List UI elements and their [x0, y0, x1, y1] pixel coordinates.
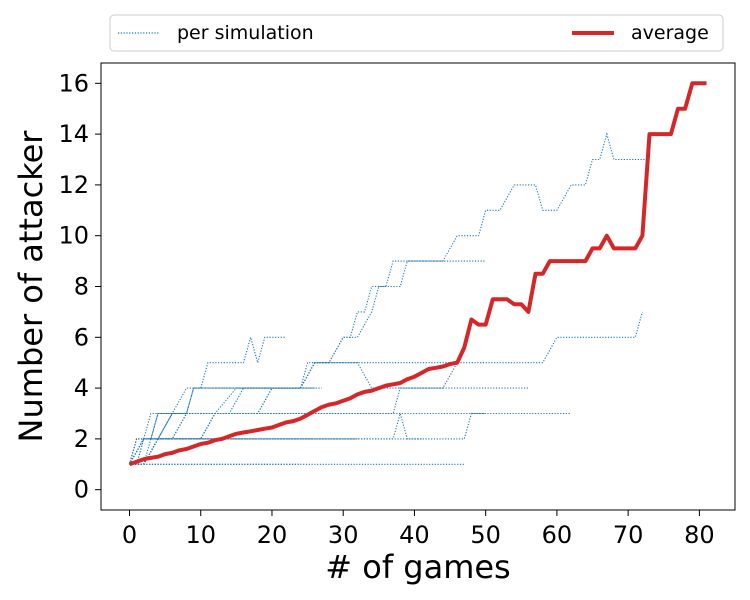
y-tick-label: 0 — [74, 476, 89, 504]
y-tick-label: 10 — [58, 222, 89, 250]
average-line-group — [128, 81, 707, 467]
x-tick-label: 60 — [542, 521, 573, 549]
x-axis-label: # of games — [325, 548, 510, 586]
per-simulation-lines — [128, 132, 650, 465]
per-simulation-line-5 — [129, 438, 315, 465]
y-tick-label: 16 — [58, 69, 89, 97]
legend-box — [109, 14, 724, 52]
per-simulation-line-18 — [129, 260, 486, 465]
x-axis-ticks: 0 10 20 30 40 50 60 70 80 — [122, 510, 715, 549]
per-simulation-line-4 — [128, 438, 358, 465]
legend-label-per-simulation: per simulation — [177, 22, 314, 44]
average-line — [128, 81, 707, 467]
y-tick-label: 8 — [74, 273, 89, 301]
per-simulation-line-13 — [129, 362, 529, 465]
y-tick-label: 14 — [58, 120, 89, 148]
y-tick-label: 6 — [74, 323, 89, 351]
y-tick-label: 12 — [58, 171, 89, 199]
x-tick-label: 40 — [399, 521, 430, 549]
x-tick-label: 70 — [613, 521, 644, 549]
x-tick-label: 30 — [328, 521, 359, 549]
y-tick-label: 4 — [74, 374, 89, 402]
per-simulation-line-10 — [129, 387, 315, 465]
x-tick-label: 0 — [122, 521, 137, 549]
y-axis-ticks: 0 2 4 6 8 10 12 14 16 — [58, 69, 101, 504]
x-tick-label: 10 — [185, 521, 216, 549]
per-simulation-line-9 — [129, 387, 322, 465]
per-simulation-line-17 — [129, 132, 650, 465]
per-simulation-line-6 — [129, 412, 308, 465]
plot-frame — [100, 62, 736, 511]
legend: per simulation average — [109, 14, 724, 52]
legend-label-average: average — [631, 22, 709, 44]
x-tick-label: 80 — [684, 521, 715, 549]
x-tick-label: 20 — [257, 521, 288, 549]
per-simulation-line-16 — [129, 412, 572, 465]
y-tick-label: 2 — [74, 425, 89, 453]
y-axis-label: Number of attacker — [12, 130, 50, 443]
per-simulation-line-11 — [129, 335, 287, 465]
x-tick-label: 50 — [470, 521, 501, 549]
